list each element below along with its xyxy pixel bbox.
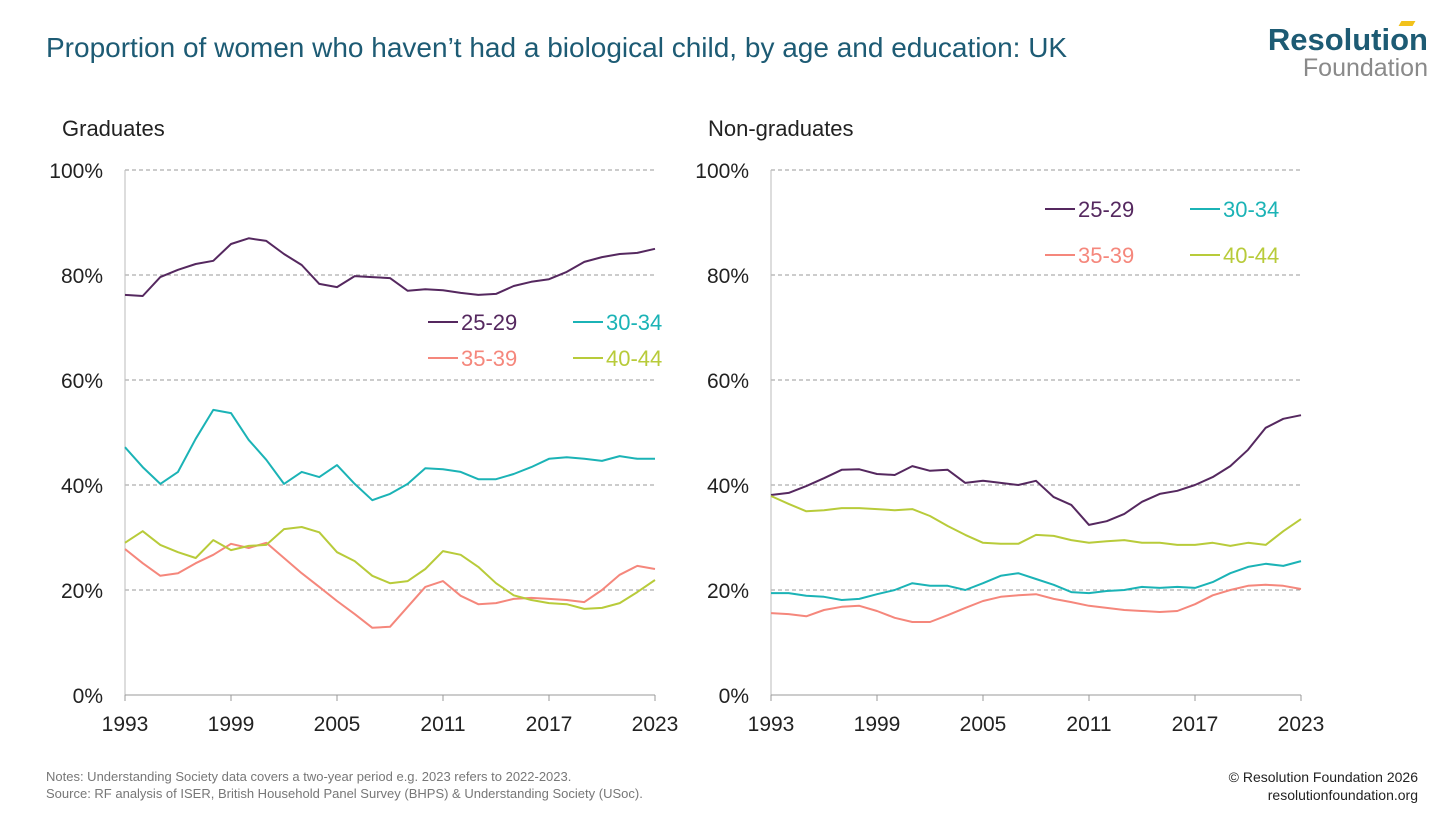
legend-label-40-44: 40-44 (1223, 243, 1279, 268)
series-line-30-34 (771, 560, 1302, 601)
x-tick-label: 2017 (1172, 713, 1219, 736)
x-tick-label: 1993 (102, 713, 149, 736)
page-title: Proportion of women who haven’t had a bi… (46, 32, 1068, 63)
legend-label-25-29: 25-29 (1078, 197, 1134, 222)
footer-credits: © Resolution Foundation 2026 resolutionf… (1229, 768, 1418, 804)
legend-label-35-39: 35-39 (461, 346, 517, 371)
series-line-35-39 (124, 541, 656, 629)
y-tick-label: 60% (61, 370, 103, 393)
x-tick-label: 1999 (854, 713, 901, 736)
legend-label-35-39: 35-39 (1078, 243, 1134, 268)
website-link[interactable]: resolutionfoundation.org (1267, 787, 1418, 803)
copyright-text: © Resolution Foundation 2026 (1228, 769, 1418, 785)
legend-label-25-29: 25-29 (461, 310, 517, 335)
series-line-40-44 (770, 495, 1302, 547)
y-tick-label: 80% (707, 265, 749, 288)
y-tick-label: 60% (707, 370, 749, 393)
x-tick-label: 2023 (1278, 713, 1325, 736)
series-line-25-29 (124, 237, 656, 297)
series-line-35-39 (770, 583, 1302, 623)
y-tick-label: 0% (73, 685, 103, 708)
x-tick-label: 2005 (314, 713, 361, 736)
legend-label-40-44: 40-44 (606, 346, 662, 371)
logo-line-2: Foundation (1302, 54, 1428, 82)
legend-label-30-34: 30-34 (1223, 197, 1279, 222)
notes-text: Notes: Understanding Society data covers… (46, 769, 572, 784)
y-tick-label: 40% (61, 475, 103, 498)
logo-line-1: Resolution (1267, 22, 1428, 57)
y-tick-label: 20% (61, 580, 103, 603)
footer-notes: Notes: Understanding Society data covers… (46, 768, 643, 802)
x-tick-label: 2017 (526, 713, 573, 736)
y-tick-label: 0% (719, 685, 749, 708)
series-line-25-29 (770, 414, 1302, 526)
x-tick-label: 1993 (748, 713, 795, 736)
source-text: Source: RF analysis of ISER, British Hou… (46, 786, 643, 801)
resolution-foundation-logo: Resolution Foundation (1268, 24, 1428, 81)
legend-label-30-34: 30-34 (606, 310, 662, 335)
x-tick-label: 2011 (420, 713, 465, 736)
y-tick-label: 80% (61, 265, 103, 288)
series-line-40-44 (124, 526, 656, 610)
y-tick-label: 100% (49, 160, 103, 183)
y-tick-label: 100% (695, 160, 749, 183)
y-tick-label: 20% (707, 580, 749, 603)
x-tick-label: 2011 (1066, 713, 1111, 736)
series-line-30-34 (124, 408, 655, 502)
x-tick-label: 2023 (632, 713, 679, 736)
x-tick-label: 1999 (208, 713, 255, 736)
y-tick-label: 40% (707, 475, 749, 498)
panel-title: Graduates (62, 116, 165, 141)
x-tick-label: 2005 (960, 713, 1007, 736)
panel-title: Non-graduates (708, 116, 854, 141)
